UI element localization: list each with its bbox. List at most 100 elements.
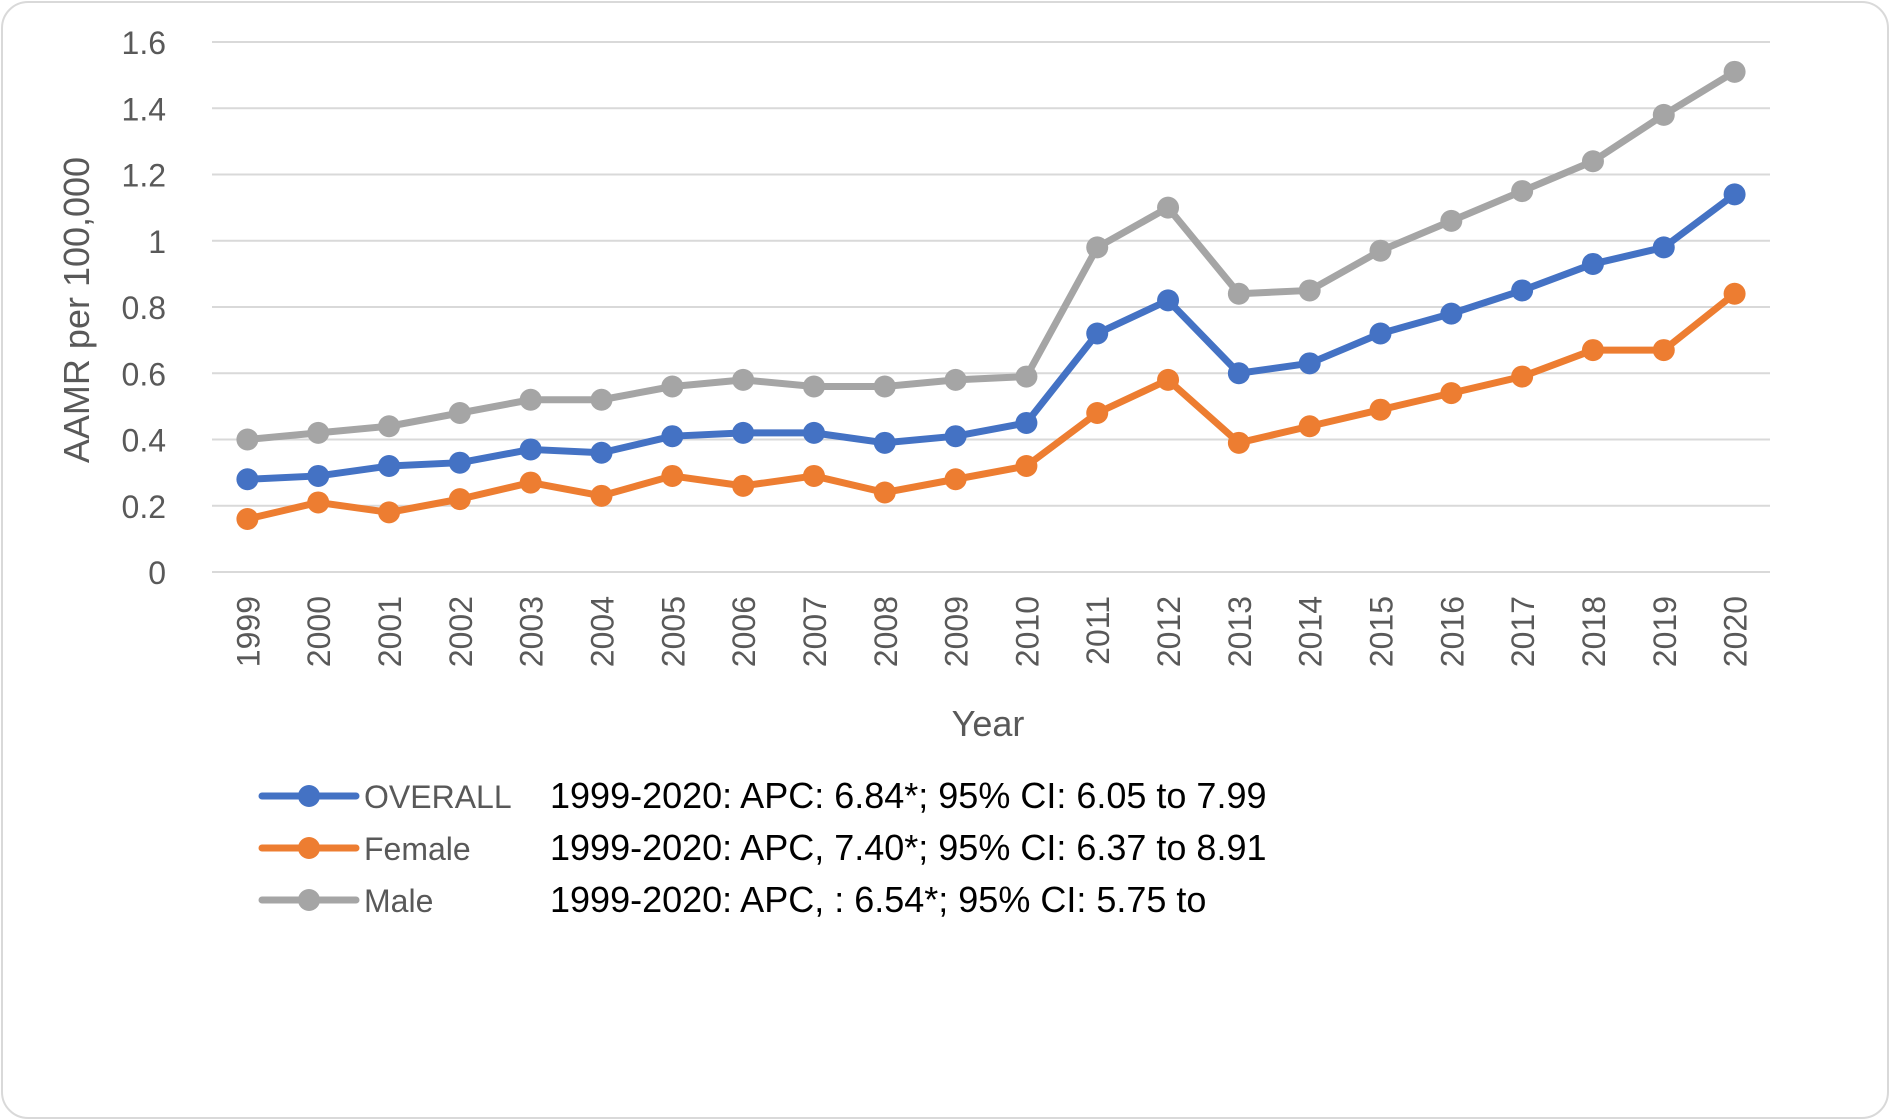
data-point [1086, 322, 1109, 345]
series-female [236, 282, 1746, 530]
data-point [1086, 402, 1109, 424]
data-point [1298, 279, 1321, 302]
data-point [378, 455, 401, 477]
apc-annotation: 1999-2020: APC, 7.40*; 95% CI: 6.37 to 8… [550, 827, 1267, 868]
legend-item-male: Male 1999-2020: APC, : 6.54*; 95% CI: 5.7… [258, 879, 1206, 920]
legend-item-female: Female 1999-2020: APC, 7.40*; 95% CI: 6.3… [258, 827, 1267, 868]
data-point [1157, 368, 1180, 391]
data-point [590, 388, 613, 411]
legend-label: Male [364, 883, 433, 919]
data-point [1723, 60, 1746, 83]
data-point [1581, 150, 1604, 173]
data-point [1652, 103, 1675, 126]
data-point [1298, 352, 1321, 375]
data-point [378, 501, 401, 524]
legend: OVERALL 1999-2020: APC: 6.84*; 95% CI: 6.… [258, 775, 1267, 920]
y-tick-label: 0.6 [122, 356, 166, 392]
data-point [1581, 252, 1604, 275]
data-point [236, 468, 259, 491]
data-point [519, 388, 542, 411]
data-point [1652, 236, 1675, 259]
data-point [590, 484, 613, 507]
series-overall [236, 183, 1746, 491]
x-axis-ticks: 1999 2000 2001 2002 2003 2004 2005 2006 2007 2008… [230, 596, 1753, 667]
data-point [1369, 322, 1392, 345]
data-point [519, 438, 542, 461]
data-point [1511, 365, 1534, 388]
series-male [236, 60, 1746, 451]
series-group [236, 60, 1746, 530]
x-tick-label: 2016 [1434, 596, 1470, 667]
data-point [1652, 339, 1675, 362]
data-point [1298, 415, 1321, 438]
data-point [236, 428, 259, 451]
data-point [732, 368, 755, 391]
x-tick-label: 2007 [797, 596, 833, 667]
x-tick-label: 2001 [372, 596, 408, 667]
data-point [1440, 209, 1463, 232]
data-point [1086, 236, 1109, 259]
x-tick-label: 2020 [1718, 596, 1754, 667]
data-point [1227, 282, 1250, 305]
data-point [448, 488, 471, 511]
data-point [1227, 431, 1250, 454]
data-point [1511, 279, 1534, 302]
data-point [802, 375, 825, 398]
data-point [661, 464, 684, 487]
legend-label: OVERALL [364, 779, 512, 815]
data-point [307, 491, 330, 514]
apc-annotation: 1999-2020: APC: 6.84*; 95% CI: 6.05 to 7… [550, 775, 1267, 816]
series-line [243, 68, 1739, 443]
x-tick-label: 2011 [1080, 596, 1116, 665]
y-tick-label: 1.4 [122, 91, 166, 127]
x-tick-label: 2009 [939, 596, 975, 667]
legend-label: Female [364, 831, 471, 867]
data-point [1581, 339, 1604, 362]
data-point [873, 431, 896, 454]
data-point [802, 421, 825, 444]
series-line [243, 290, 1739, 523]
x-tick-label: 2013 [1222, 596, 1258, 667]
y-axis-title: AAMR per 100,000 [56, 157, 97, 463]
x-tick-label: 2014 [1293, 596, 1329, 667]
data-point [1440, 382, 1463, 405]
legend-item-overall: OVERALL 1999-2020: APC: 6.84*; 95% CI: 6.… [258, 775, 1267, 816]
x-tick-label: 2003 [514, 596, 550, 667]
data-point [944, 425, 967, 448]
y-axis-ticks: 0 0.2 0.4 0.6 0.8 1 1.2 1.4 1.6 [122, 25, 166, 591]
data-point [1369, 239, 1392, 262]
data-point [1157, 289, 1180, 312]
x-tick-label: 2019 [1647, 596, 1683, 667]
data-point [236, 508, 259, 530]
data-point [1511, 180, 1534, 203]
x-tick-label: 2000 [301, 596, 337, 667]
x-tick-label: 2006 [726, 596, 762, 667]
data-point [1723, 183, 1746, 206]
data-point [1227, 362, 1250, 385]
data-point [307, 464, 330, 487]
y-tick-label: 0.8 [122, 290, 166, 326]
x-tick-label: 1999 [230, 596, 266, 667]
x-tick-label: 2005 [655, 596, 691, 667]
y-tick-label: 0.2 [122, 489, 166, 525]
data-point [802, 464, 825, 487]
data-point [732, 474, 755, 497]
data-point [590, 441, 613, 464]
apc-annotation: 1999-2020: APC, : 6.54*; 95% CI: 5.75 to [550, 879, 1206, 920]
data-point [944, 468, 967, 491]
data-point [873, 481, 896, 504]
data-point [1723, 282, 1746, 305]
x-tick-label: 2002 [443, 596, 479, 667]
data-point [944, 368, 967, 391]
data-point [1440, 302, 1463, 325]
data-point [1015, 365, 1038, 388]
x-tick-label: 2017 [1505, 596, 1541, 667]
data-point [1157, 196, 1180, 219]
data-point [448, 451, 471, 474]
data-point [307, 421, 330, 444]
data-point [519, 471, 542, 494]
y-tick-label: 1 [148, 224, 166, 260]
data-point [1015, 455, 1038, 477]
